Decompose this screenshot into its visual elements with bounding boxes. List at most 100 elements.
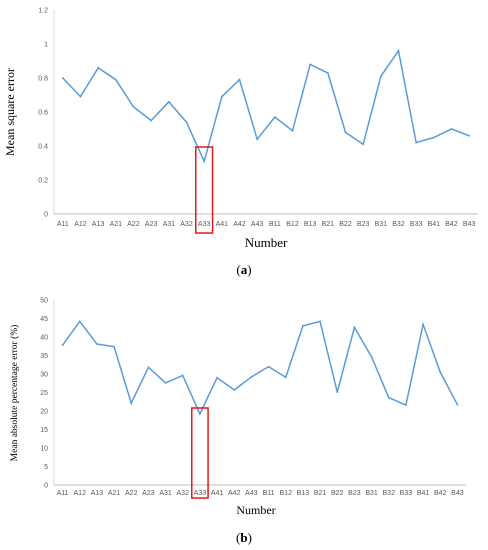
y-tick-label: 0.8 [38,76,48,83]
x-tick-label: B21 [322,221,335,228]
data-point [415,141,418,144]
data-point [336,391,339,394]
chart-a-x-ticks: A11 A12 A13 A21 A22 A23 A31 A32 A33 A41 A42 A43 B11 B… [57,221,476,228]
data-point [284,376,287,379]
x-tick-label: B13 [304,221,317,228]
x-tick-label: B31 [375,221,388,228]
chart-a-highlight-box [195,146,214,234]
data-point [302,325,304,327]
data-point [181,374,184,377]
data-point [432,136,435,139]
data-point [422,323,424,326]
x-tick-label: A21 [108,490,121,497]
x-tick-label: A33 [194,490,207,497]
data-point [353,326,356,329]
data-point [379,75,382,78]
data-point [309,63,312,66]
data-point [130,402,133,405]
data-point [326,72,329,74]
data-point [233,389,236,391]
y-tick-label: 45 [40,316,48,323]
x-tick-label: A42 [228,490,241,497]
y-tick-label: 25 [40,390,48,397]
y-tick-label: 5 [44,464,48,471]
x-tick-label: A22 [125,490,138,497]
x-tick-label: A41 [216,221,229,228]
x-tick-label: B33 [400,490,413,497]
x-tick-label: B11 [263,490,275,497]
chart-b-series-line [61,320,459,416]
data-point [450,128,453,130]
data-point [216,376,218,379]
chart-b-x-label: Number [236,503,275,517]
data-point [397,49,400,52]
data-point [150,119,153,122]
x-tick-label: B23 [357,221,370,228]
y-tick-label: 1 [44,42,48,49]
x-tick-label: B31 [365,490,378,497]
chart-b-caption: (b) [236,530,252,545]
data-point [147,366,150,369]
y-tick-label: 15 [40,427,48,434]
y-tick-label: 10 [40,446,48,453]
chart-a-y-label: Mean square error [3,68,17,156]
x-tick-label: A21 [110,221,123,228]
x-tick-label: A32 [177,490,190,497]
data-point [273,116,276,118]
data-point [468,134,471,137]
data-point [185,121,188,124]
x-tick-label: B43 [463,221,476,228]
chart-a: 00.20.40.60.811.2 A11 A12 A13 A21 A22 A23 A31 A… [3,8,478,277]
y-tick-label: 0.2 [38,178,48,185]
chart-b-x-ticks: A11 A12 A13 A21 A22 A23 A31 A32 A33 A41 A42 A43 B11 B… [57,490,464,497]
x-tick-label: B42 [434,490,447,497]
data-point [256,138,259,141]
x-tick-label: B23 [348,490,361,497]
data-point [78,320,81,323]
chart-b-highlight-box [191,407,209,499]
x-tick-label: A13 [91,490,104,497]
data-point [96,343,98,345]
data-point [167,100,170,103]
data-point [199,413,201,415]
data-point [250,376,253,378]
chart-a-x-label: Number [245,235,288,250]
x-tick-label: A12 [74,221,87,228]
data-point [370,356,373,358]
x-tick-label: B11 [269,221,281,228]
x-tick-label: A11 [57,490,69,497]
chart-b-y-label: Mean absolute percentage error (%) [9,325,20,462]
x-tick-label: A42 [233,221,246,228]
x-tick-label: A11 [57,221,69,228]
chart-a-y-ticks: 0 0.2 0.4 0.6 0.8 1 1.2 [38,8,48,219]
x-tick-label: B43 [451,490,464,497]
x-tick-label: A31 [163,221,176,228]
data-point [319,320,321,323]
data-point [387,396,390,399]
x-tick-label: B21 [314,490,327,497]
y-tick-label: 1.2 [38,8,48,15]
data-point [61,77,64,79]
y-tick-label: 0 [44,212,48,219]
x-tick-label: B13 [297,490,310,497]
data-point [61,344,64,347]
x-tick-label: B32 [392,221,405,228]
y-tick-label: 30 [40,372,48,379]
x-tick-label: A22 [127,221,140,228]
chart-b-y-ticks: 0 5 10 15 20 25 30 35 40 45 50 [40,298,48,490]
data-point [132,106,135,108]
x-tick-label: A13 [92,221,105,228]
chart-a-points [61,49,471,163]
data-point [405,404,407,406]
x-tick-label: B22 [339,221,352,228]
data-point [79,95,82,98]
data-point [456,403,459,406]
x-tick-label: A31 [159,490,172,497]
x-tick-label: B33 [410,221,423,228]
x-tick-label: B22 [331,490,344,497]
data-point [113,345,115,348]
y-tick-label: 50 [40,298,48,305]
data-point [439,371,442,374]
